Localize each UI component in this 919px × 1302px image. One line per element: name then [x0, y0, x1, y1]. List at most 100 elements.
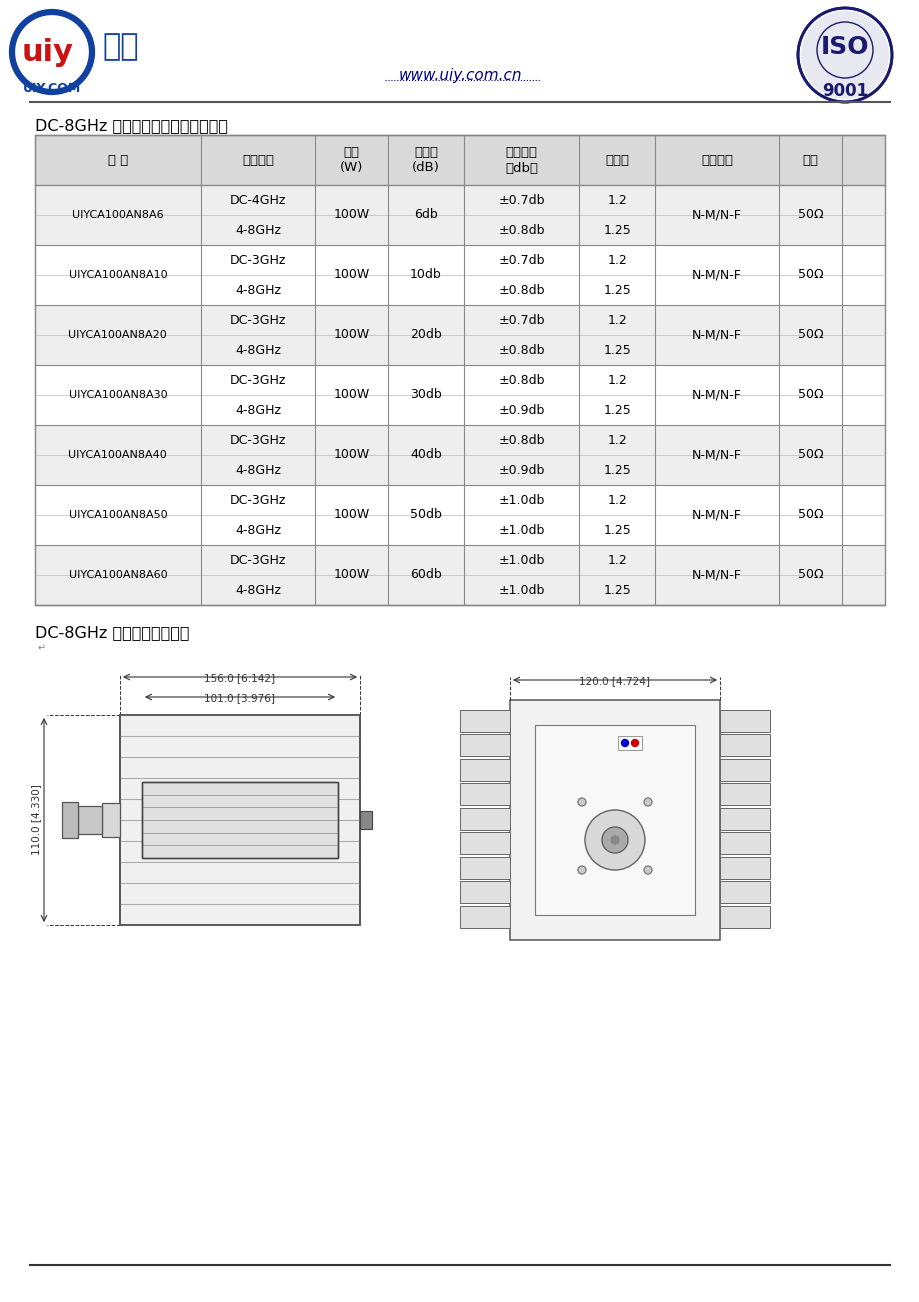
Text: 功率
(W): 功率 (W)	[339, 146, 363, 174]
Text: N-M/N-F: N-M/N-F	[691, 328, 742, 341]
Text: 100W: 100W	[333, 328, 369, 341]
Text: 20db: 20db	[410, 328, 441, 341]
Bar	[102, 803, 119, 837]
Circle shape	[800, 10, 888, 99]
Text: ISO: ISO	[820, 35, 868, 59]
Bar	[618, 736, 641, 750]
Bar	[35, 365, 884, 424]
Text: 4-8GHz: 4-8GHz	[235, 523, 281, 536]
Bar	[460, 710, 509, 732]
Text: ±0.7db: ±0.7db	[498, 314, 544, 327]
Bar	[35, 486, 884, 546]
Bar	[460, 906, 509, 927]
Bar	[460, 832, 509, 854]
Text: 4-8GHz: 4-8GHz	[235, 583, 281, 596]
Text: 100W: 100W	[333, 208, 369, 221]
Bar	[142, 783, 337, 858]
Text: 1.2: 1.2	[607, 553, 627, 566]
Text: DC-4GHz: DC-4GHz	[230, 194, 286, 207]
Bar	[460, 857, 509, 879]
Circle shape	[601, 827, 628, 853]
Text: 50Ω: 50Ω	[797, 448, 823, 461]
Text: 50Ω: 50Ω	[797, 388, 823, 401]
Text: DC-8GHz 同轴衰减器安装图: DC-8GHz 同轴衰减器安装图	[35, 625, 189, 641]
Text: 10db: 10db	[410, 268, 441, 281]
Text: ±1.0db: ±1.0db	[498, 493, 544, 506]
Text: UIYCA100AN8A40: UIYCA100AN8A40	[68, 450, 167, 460]
Circle shape	[610, 836, 618, 844]
Text: ±0.9db: ±0.9db	[498, 464, 544, 477]
Bar	[35, 305, 884, 365]
Text: N-M/N-F: N-M/N-F	[691, 388, 742, 401]
Text: ±0.8db: ±0.8db	[498, 434, 544, 447]
Text: 4-8GHz: 4-8GHz	[235, 344, 281, 357]
Bar	[119, 715, 359, 924]
Text: 1.25: 1.25	[603, 344, 630, 357]
Bar	[62, 802, 78, 838]
Text: 110.0 [4.330]: 110.0 [4.330]	[31, 785, 41, 855]
Text: 4-8GHz: 4-8GHz	[235, 464, 281, 477]
Text: 40db: 40db	[410, 448, 441, 461]
Circle shape	[577, 798, 585, 806]
Text: 衰减精度
（db）: 衰减精度 （db）	[505, 146, 538, 174]
Text: N-M/N-F: N-M/N-F	[691, 208, 742, 221]
Text: ±0.8db: ±0.8db	[498, 344, 544, 357]
Text: DC-3GHz: DC-3GHz	[230, 374, 286, 387]
Text: N-M/N-F: N-M/N-F	[691, 448, 742, 461]
Text: 6db: 6db	[414, 208, 437, 221]
Text: 50Ω: 50Ω	[797, 509, 823, 522]
Circle shape	[630, 740, 638, 746]
Text: ±1.0db: ±1.0db	[498, 523, 544, 536]
Text: 4-8GHz: 4-8GHz	[235, 404, 281, 417]
Bar	[359, 811, 371, 829]
Bar	[119, 715, 359, 924]
Text: 50Ω: 50Ω	[797, 208, 823, 221]
Text: UIYCA100AN8A60: UIYCA100AN8A60	[69, 570, 167, 579]
Text: 1.2: 1.2	[607, 194, 627, 207]
Bar	[460, 734, 509, 756]
Text: 100W: 100W	[333, 509, 369, 522]
Bar	[35, 546, 884, 605]
Text: 优译: 优译	[102, 33, 139, 61]
Text: 1.2: 1.2	[607, 254, 627, 267]
Text: 驻波比: 驻波比	[605, 154, 629, 167]
Bar	[720, 832, 769, 854]
Text: ±0.9db: ±0.9db	[498, 404, 544, 417]
Text: 100W: 100W	[333, 388, 369, 401]
Circle shape	[643, 866, 652, 874]
Text: 1.25: 1.25	[603, 404, 630, 417]
Text: UIY.COM: UIY.COM	[23, 82, 81, 95]
Bar	[460, 784, 509, 806]
Text: ±0.7db: ±0.7db	[498, 254, 544, 267]
Text: 100W: 100W	[333, 569, 369, 582]
Bar	[720, 881, 769, 904]
Text: 4-8GHz: 4-8GHz	[235, 224, 281, 237]
Text: 50Ω: 50Ω	[797, 328, 823, 341]
Text: 阻抗: 阻抗	[801, 154, 818, 167]
Circle shape	[584, 810, 644, 870]
Text: 60db: 60db	[410, 569, 441, 582]
Text: 120.0 [4.724]: 120.0 [4.724]	[579, 676, 650, 686]
Text: 频率范围: 频率范围	[242, 154, 274, 167]
Text: 9001: 9001	[821, 82, 868, 100]
Bar	[720, 734, 769, 756]
Text: ↵: ↵	[38, 643, 46, 654]
Text: DC-8GHz 同轴衰减器技术指标参数：: DC-8GHz 同轴衰减器技术指标参数：	[35, 118, 228, 133]
Bar	[720, 906, 769, 927]
Bar	[720, 857, 769, 879]
Text: 1.2: 1.2	[607, 493, 627, 506]
Text: ±1.0db: ±1.0db	[498, 583, 544, 596]
Bar	[720, 807, 769, 829]
Text: UIYCA100AN8A30: UIYCA100AN8A30	[69, 391, 167, 400]
Text: 型 号: 型 号	[108, 154, 128, 167]
Text: 1.25: 1.25	[603, 583, 630, 596]
Text: 1.25: 1.25	[603, 464, 630, 477]
Bar	[509, 700, 720, 940]
Text: N-M/N-F: N-M/N-F	[691, 509, 742, 522]
Text: 1.25: 1.25	[603, 523, 630, 536]
Text: ±1.0db: ±1.0db	[498, 553, 544, 566]
Circle shape	[577, 866, 585, 874]
Bar	[35, 135, 884, 185]
Text: 50db: 50db	[410, 509, 441, 522]
Bar	[720, 784, 769, 806]
